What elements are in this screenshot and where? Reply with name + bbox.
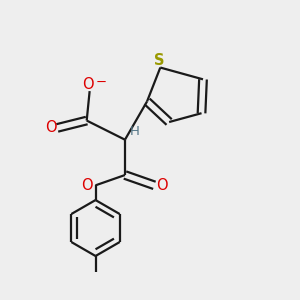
Text: O: O [156,178,168,193]
Text: O: O [82,77,94,92]
Text: O: O [45,120,57,135]
Text: H: H [130,125,139,138]
Text: −: − [95,76,106,89]
Text: S: S [154,53,164,68]
Text: O: O [82,178,93,193]
